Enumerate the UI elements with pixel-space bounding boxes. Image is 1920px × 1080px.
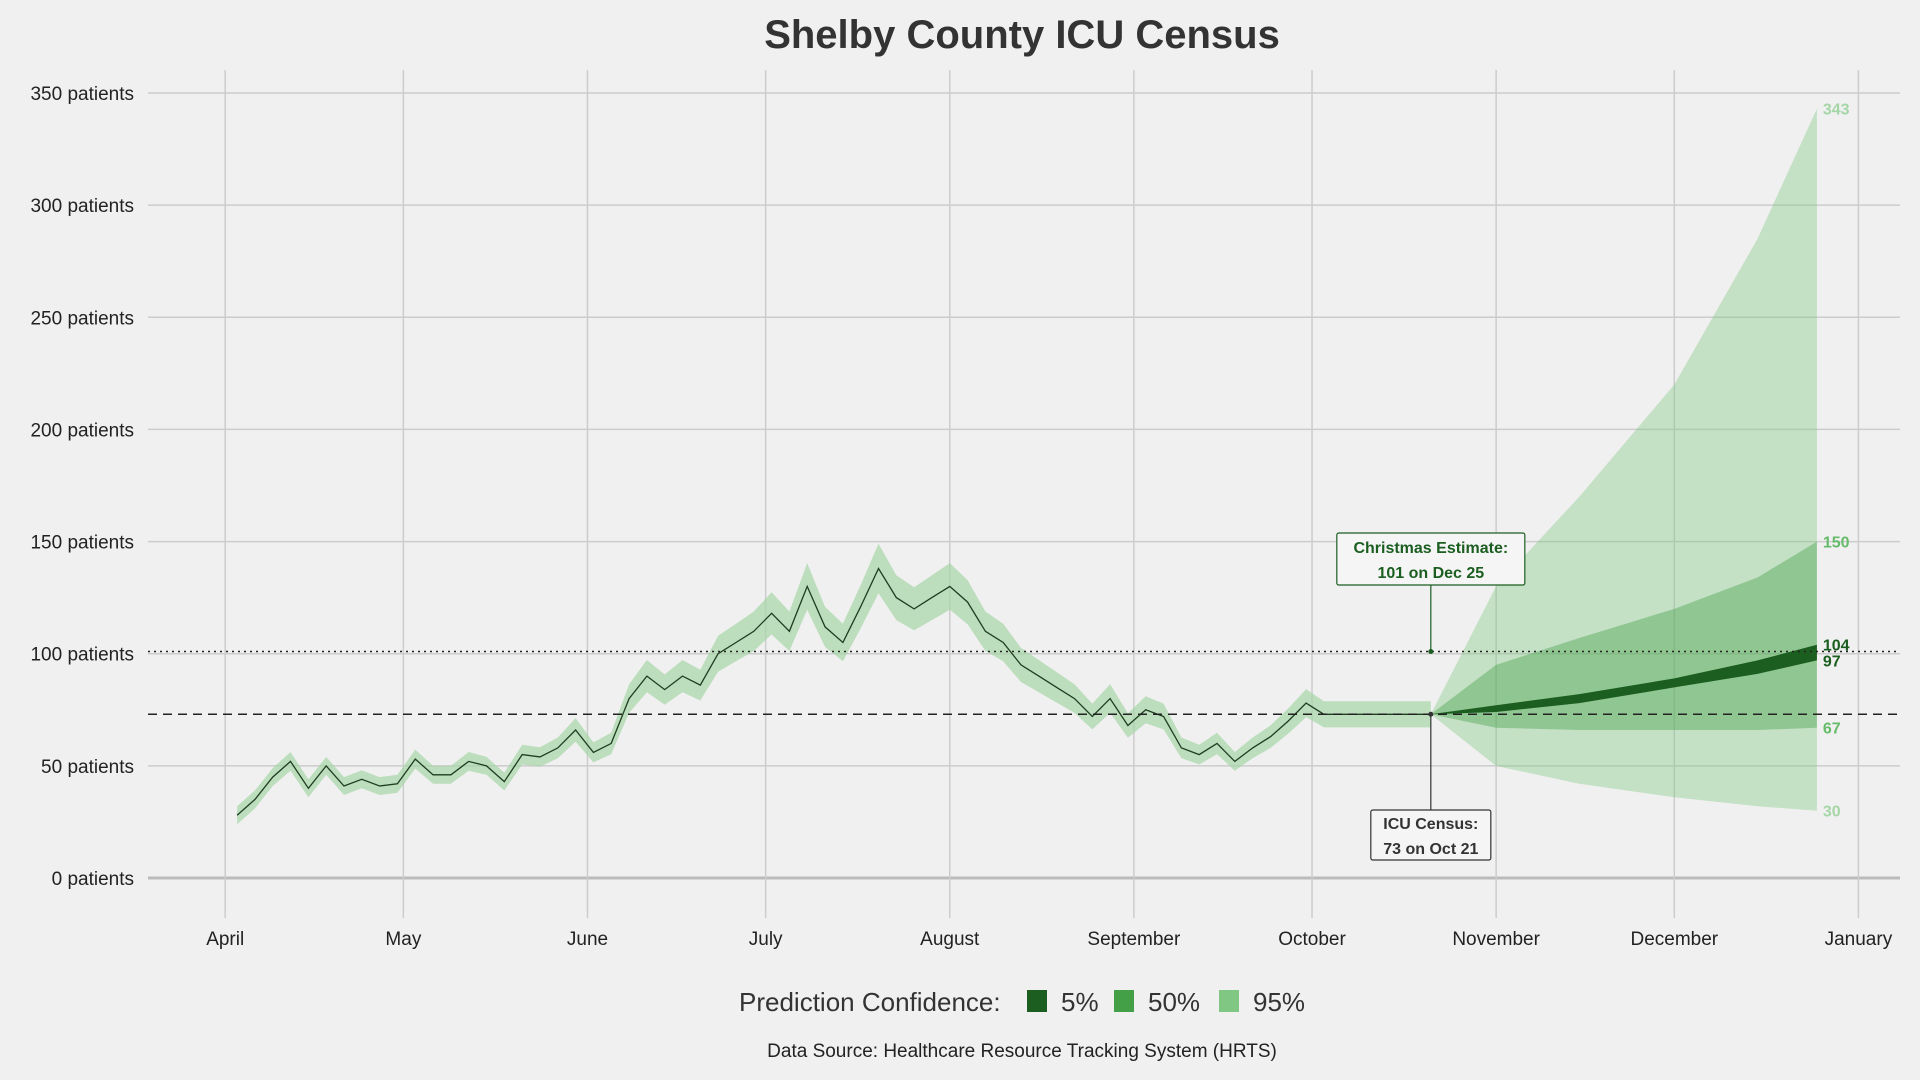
legend-title: Prediction Confidence: [739, 987, 1001, 1017]
end-label: 97 [1823, 653, 1841, 670]
icu-census-point [1428, 711, 1434, 717]
reference-lines [148, 650, 1900, 716]
christmas-estimate-value: 101 on Dec 25 [1377, 565, 1484, 582]
x-tick-label: May [385, 929, 421, 950]
legend-swatch [1114, 990, 1134, 1012]
christmas-estimate-box [1336, 532, 1526, 586]
x-tick-label: August [920, 929, 980, 950]
legend-label: 5% [1061, 987, 1099, 1017]
end-label: 67 [1823, 721, 1841, 738]
y-axis: 0 patients 50 patients 100 patients 150 pat… [30, 84, 134, 890]
x-axis: April May June July August September October No… [206, 929, 1893, 950]
christmas-estimate-point [1428, 648, 1434, 654]
end-label: 150 [1823, 535, 1850, 552]
end-label: 30 [1823, 804, 1841, 821]
christmas-estimate-title: Christmas Estimate: [1353, 540, 1508, 557]
y-tick-label: 150 patients [30, 533, 134, 554]
x-tick-label: January [1825, 929, 1893, 950]
x-tick-label: November [1452, 929, 1540, 950]
x-tick-label: June [567, 929, 608, 950]
y-tick-label: 50 patients [41, 757, 134, 778]
legend-swatch [1219, 990, 1239, 1012]
end-label: 343 [1823, 102, 1850, 119]
y-tick-label: 0 patients [52, 869, 134, 890]
legend-label: 95% [1253, 987, 1305, 1017]
y-tick-label: 200 patients [30, 420, 134, 441]
history-series [236, 543, 1431, 825]
y-tick-label: 350 patients [30, 84, 134, 105]
y-tick-label: 250 patients [30, 308, 134, 329]
y-tick-label: 300 patients [30, 196, 134, 217]
x-tick-label: April [206, 929, 244, 950]
icu-census-box [1370, 809, 1492, 861]
legend-swatch [1027, 990, 1047, 1012]
history-line [236, 567, 1431, 816]
annotations: Christmas Estimate: 101 on Dec 25 ICU Cens… [1336, 532, 1526, 861]
x-tick-label: October [1278, 929, 1346, 950]
x-tick-label: December [1630, 929, 1718, 950]
forecast-bands [1430, 108, 1817, 811]
end-label: 104 [1823, 638, 1850, 655]
x-tick-label: July [749, 929, 783, 950]
y-tick-label: 100 patients [30, 645, 134, 666]
data-source: Data Source: Healthcare Resource Trackin… [767, 1041, 1277, 1062]
legend-label: 50% [1148, 987, 1200, 1017]
icu-census-value: 73 on Oct 21 [1383, 841, 1478, 858]
band-50 [1430, 541, 1817, 730]
chart-title: Shelby County ICU Census [764, 13, 1280, 57]
history-band [237, 543, 1431, 825]
x-tick-label: September [1087, 929, 1181, 950]
legend: Prediction Confidence: 5% 50% 95% [739, 987, 1305, 1017]
band-95 [1430, 108, 1817, 811]
icu-census-title: ICU Census: [1383, 816, 1478, 833]
